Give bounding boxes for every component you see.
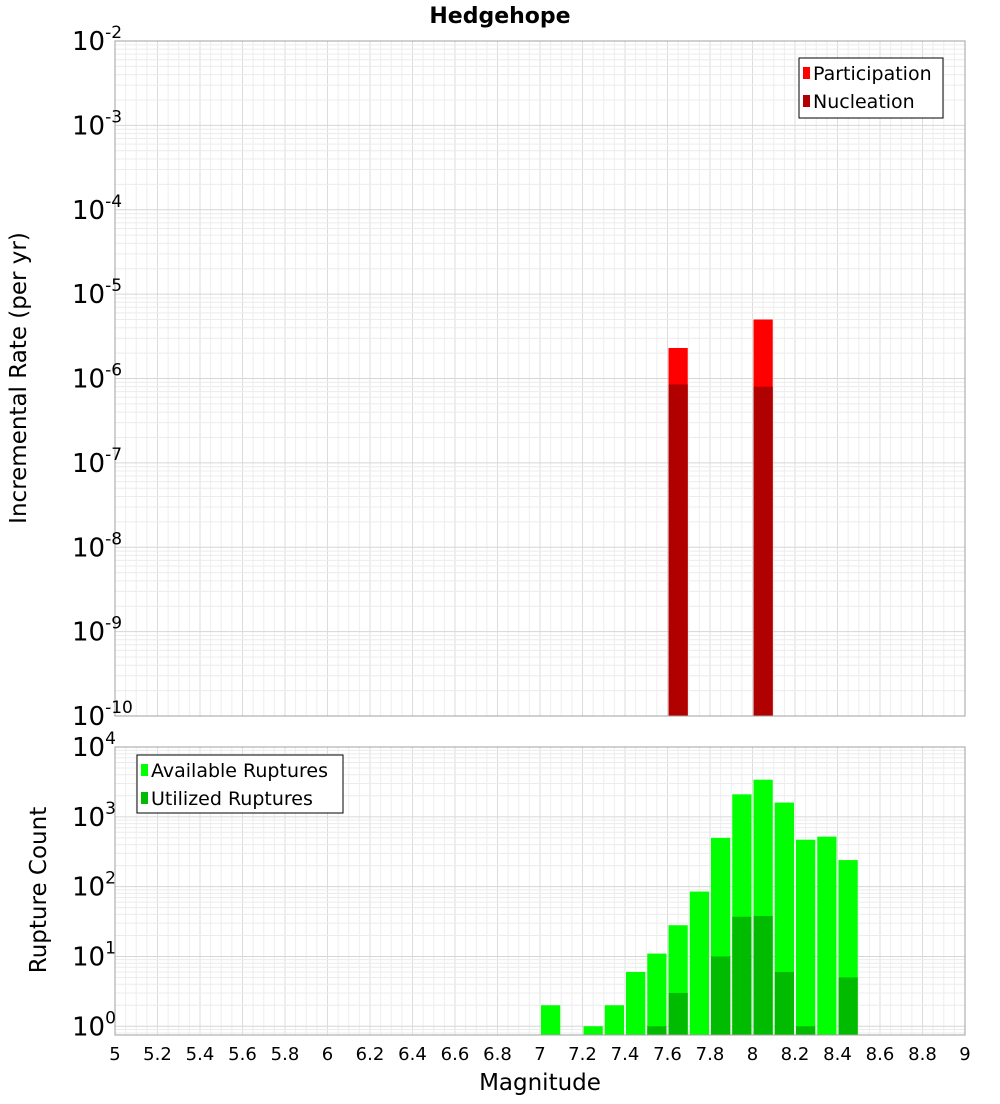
x-tick-label: 6 [322, 1044, 333, 1065]
x-tick-label: 5.4 [186, 1044, 215, 1065]
bar-available-ruptures [604, 1005, 624, 1035]
x-tick-label: 6.2 [356, 1044, 385, 1065]
legend-label: Utilized Ruptures [151, 788, 313, 810]
legend: Available Ruptures Utilized Ruptures [136, 754, 344, 814]
x-tick-label: 5.2 [143, 1044, 172, 1065]
legend-box [798, 57, 944, 119]
y-tick-label: 100 [72, 1008, 116, 1042]
x-tick-label: 7.2 [568, 1044, 597, 1065]
x-tick-label: 5.6 [228, 1044, 257, 1065]
x-tick-label: 6.8 [483, 1044, 512, 1065]
x-tick-label: 6.6 [441, 1044, 470, 1065]
x-tick-label: 5 [109, 1044, 120, 1065]
bar-utilized-ruptures [753, 915, 773, 1035]
y-tick-label: 102 [72, 869, 116, 903]
x-tick-label: 7.8 [696, 1044, 725, 1065]
x-tick-label: 7.4 [611, 1044, 640, 1065]
y-tick-label: 101 [72, 938, 116, 972]
chart-title: Hedgehope [429, 4, 570, 29]
y-tick-label: 10-2 [72, 23, 122, 57]
bar-available-ruptures [626, 971, 646, 1035]
x-tick-label: 5.8 [271, 1044, 300, 1065]
x-tick-label: 9 [959, 1044, 970, 1065]
y-tick-label: 10-6 [72, 361, 122, 395]
bar-available-ruptures [647, 953, 667, 1035]
bar-available-ruptures [583, 1026, 603, 1035]
y-tick-label: 10-4 [72, 192, 122, 226]
bar-nucleation [668, 384, 688, 716]
x-tick-label: 8.2 [781, 1044, 810, 1065]
bar-utilized-ruptures [668, 992, 688, 1035]
legend: Participation Nucleation [798, 57, 944, 119]
legend-swatch [141, 764, 148, 776]
bar-available-ruptures [541, 1005, 561, 1035]
legend-swatch [141, 792, 148, 804]
bar-utilized-ruptures [647, 1026, 667, 1035]
y-tick-label: 10-5 [72, 276, 122, 310]
x-axis-label: Magnitude [479, 1070, 601, 1096]
x-tick-label: 6.4 [398, 1044, 427, 1065]
bar-nucleation [753, 386, 773, 716]
plot-panel-0: 10-2 10-3 10-4 10-5 10-6 10-7 10-8 10-9 10-10 Par… [72, 23, 966, 732]
x-tick-label: 7 [534, 1044, 545, 1065]
bar-utilized-ruptures [711, 956, 731, 1035]
legend-swatch [803, 67, 810, 79]
y-tick-label: 10-10 [72, 698, 133, 732]
legend-box [136, 754, 344, 814]
legend-label: Available Ruptures [151, 760, 328, 782]
y-tick-label: 104 [72, 729, 116, 763]
top-y-axis-label: Incremental Rate (per yr) [6, 232, 32, 524]
x-tick-label: 8.6 [866, 1044, 895, 1065]
y-tick-label: 10-8 [72, 529, 122, 563]
plot-frame [114, 40, 966, 717]
legend-swatch [803, 95, 810, 107]
bottom-y-axis-label: Rupture Count [26, 807, 52, 973]
x-tick-label: 8.4 [823, 1044, 852, 1065]
bar-available-ruptures [796, 839, 816, 1035]
bar-available-ruptures [689, 891, 709, 1035]
bar-utilized-ruptures [796, 1026, 816, 1035]
x-tick-label: 7.6 [653, 1044, 682, 1065]
x-tick-label: 8 [747, 1044, 758, 1065]
x-tick-label: 8.8 [908, 1044, 937, 1065]
legend-label: Nucleation [813, 91, 915, 113]
y-tick-label: 10-7 [72, 445, 122, 479]
y-tick-label: 10-3 [72, 107, 122, 141]
plot-panel-1: 104 103 102 101 100 Available Ruptures Utilize… [72, 729, 966, 1042]
plot-frame [114, 746, 966, 1036]
bar-available-ruptures [817, 836, 837, 1035]
bar-utilized-ruptures [774, 971, 794, 1035]
legend-label: Participation [813, 63, 932, 85]
y-tick-label: 103 [72, 799, 116, 833]
y-tick-label: 10-9 [72, 614, 122, 648]
bar-utilized-ruptures [838, 977, 858, 1035]
bar-utilized-ruptures [732, 916, 752, 1035]
